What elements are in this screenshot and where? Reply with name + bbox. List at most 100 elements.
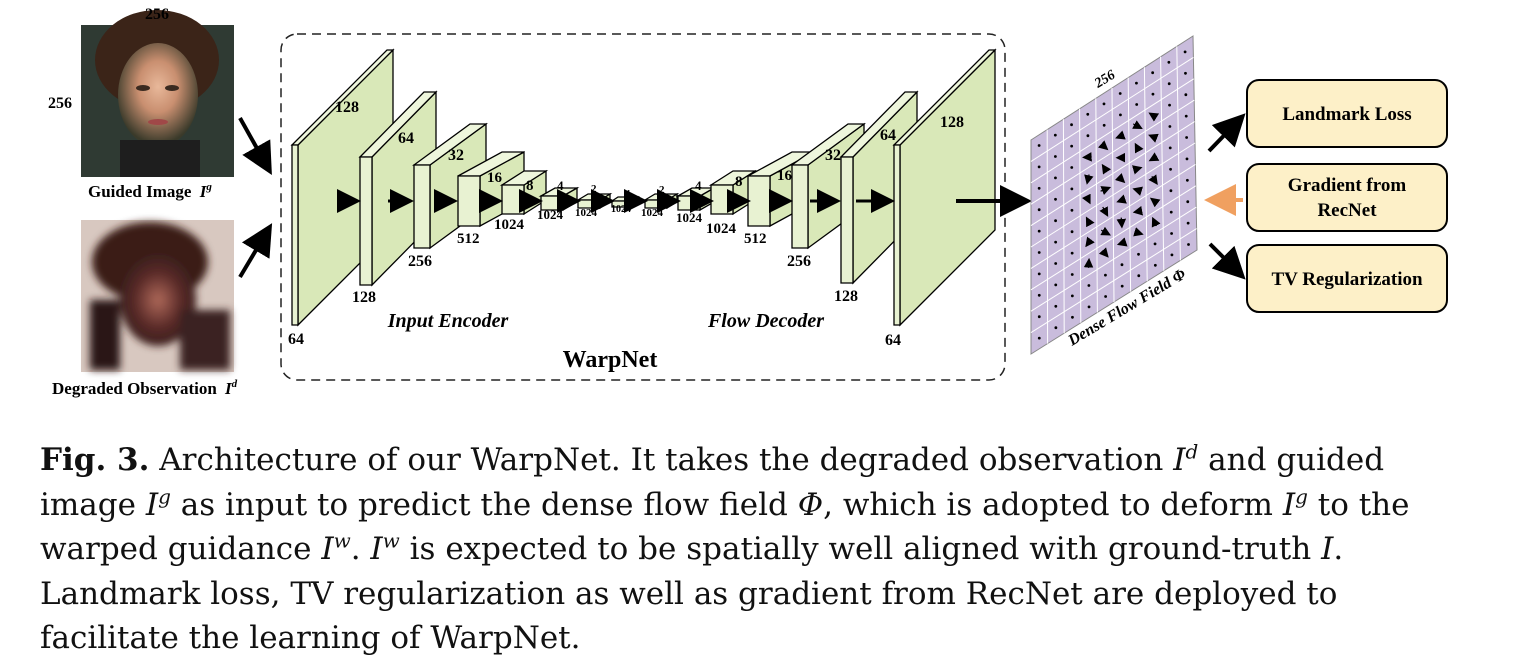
guided-size-left: 256	[48, 95, 72, 112]
flow-dot	[1038, 166, 1041, 169]
flow-dot	[1070, 123, 1073, 126]
flow-dot	[1070, 188, 1073, 191]
encoder-layer-channels-5: 1024	[537, 207, 564, 222]
decoder-layer-size-5: 64	[880, 127, 896, 144]
flow-dot	[1038, 315, 1041, 318]
encoder-layer-size-4: 8	[526, 178, 534, 194]
encoder-layer-channels-1: 128	[352, 289, 376, 306]
flow-dot	[1086, 113, 1089, 116]
gradient-label-line1: Gradient from	[1288, 175, 1407, 196]
flow-dot	[1038, 294, 1041, 297]
flow-dot	[1087, 284, 1090, 287]
encoder-layer-channels-2: 256	[408, 253, 432, 270]
degraded-input-arrow	[240, 230, 268, 277]
tv-regularization-label: TV Regularization	[1271, 269, 1423, 290]
flow-dot	[1054, 262, 1057, 265]
degraded-image-caption: Degraded Observation Id	[52, 378, 238, 398]
flow-dot	[1152, 93, 1155, 96]
flow-dot	[1054, 326, 1057, 329]
encoder-label: Input Encoder	[387, 310, 509, 332]
decoder-label: Flow Decoder	[707, 310, 824, 332]
flow-dot	[1154, 264, 1157, 267]
flow-dot	[1135, 82, 1138, 85]
decoder-layer-channels-6: 64	[885, 332, 901, 349]
tv-regularization-box: TV Regularization	[1247, 245, 1447, 312]
flow-dot	[1184, 51, 1187, 54]
flow-dot	[1038, 273, 1041, 276]
decoder-layer-channels-5: 128	[834, 288, 858, 305]
network-layers: 1286464128322561651281024410242102411024…	[288, 50, 995, 349]
flow-dot	[1185, 136, 1188, 139]
flow-dot	[1054, 219, 1057, 222]
flow-dot	[1038, 230, 1041, 233]
encoder-layer-size-7: 1	[626, 189, 631, 200]
warpnet-architecture-diagram: 256 256 Guided Image Ig Degraded Observa…	[0, 0, 1515, 420]
flow-dot	[1184, 72, 1187, 75]
decoder-layer-size-4: 32	[825, 147, 841, 164]
encoder-layer-size-6: 2	[591, 183, 597, 195]
degraded-image	[81, 220, 234, 372]
flow-dot	[1154, 243, 1157, 246]
flow-dot	[1071, 230, 1074, 233]
figure-label: Fig. 3.	[40, 442, 149, 478]
warpnet-title: WarpNet	[563, 347, 658, 373]
flow-dot	[1121, 285, 1124, 288]
flow-dot	[1151, 71, 1154, 74]
encoder-layer-channels-0: 64	[288, 331, 304, 348]
encoder-layer-size-0: 128	[335, 99, 359, 116]
decoder-layer-size-0: 2	[659, 184, 665, 196]
flow-dot	[1038, 144, 1041, 147]
flow-dot	[1054, 177, 1057, 180]
encoder-layer-size-1: 64	[398, 130, 414, 147]
flow-dot	[1171, 254, 1174, 257]
encoder-layer-size-3: 16	[487, 170, 503, 186]
figure-caption: Fig. 3. Architecture of our WarpNet. It …	[40, 438, 1470, 661]
flow-dot	[1186, 179, 1189, 182]
flow-dot	[1071, 295, 1074, 298]
flow-dot	[1087, 134, 1090, 137]
flow-dot	[1071, 209, 1074, 212]
decoder-layer-channels-3: 512	[744, 231, 767, 247]
guided-image	[81, 10, 234, 177]
flow-dot	[1168, 82, 1171, 85]
flow-vector	[1121, 218, 1122, 227]
flow-dot	[1038, 337, 1041, 340]
flow-dot	[1054, 134, 1057, 137]
encoder-layer-channels-3: 512	[457, 231, 480, 247]
decoder-layer-channels-0: 1024	[641, 207, 664, 219]
flow-dot	[1088, 306, 1091, 309]
gradient-recnet-box: Gradient from RecNet	[1247, 164, 1447, 231]
flow-dot	[1169, 147, 1172, 150]
flow-dot	[1167, 61, 1170, 64]
decoder-layer-size-2: 8	[735, 174, 743, 190]
flow-dot	[1170, 189, 1173, 192]
guided-size-top: 256	[145, 6, 169, 23]
flow-dot	[1119, 92, 1122, 95]
flow-dot	[1070, 145, 1073, 148]
flow-dot	[1103, 103, 1106, 106]
flow-dot	[1168, 104, 1171, 107]
tv-arrow	[1210, 244, 1240, 274]
flow-dot	[1071, 316, 1074, 319]
flow-dot	[1104, 274, 1107, 277]
gradient-label-line2: RecNet	[1317, 200, 1377, 221]
flow-dot	[1119, 114, 1122, 117]
encoder-layer-channels-6: 1024	[575, 207, 598, 219]
guided-image-caption: Guided Image Ig	[88, 181, 212, 201]
flow-dot	[1121, 263, 1124, 266]
landmark-loss-box: Landmark Loss	[1247, 80, 1447, 147]
flow-dot	[1104, 295, 1107, 298]
decoder-layer-size-1: 4	[695, 178, 702, 193]
flow-dot	[1186, 200, 1189, 203]
decoder-layer-size-3: 16	[777, 168, 793, 184]
flow-dot	[1137, 253, 1140, 256]
flow-dot	[1054, 305, 1057, 308]
flow-dot	[1186, 158, 1189, 161]
landmark-loss-label: Landmark Loss	[1282, 104, 1411, 125]
flow-dot	[1187, 243, 1190, 246]
flow-dot	[1054, 284, 1057, 287]
decoder-layer-channels-4: 256	[787, 253, 811, 270]
flow-dot	[1038, 251, 1041, 254]
encoder-layer-size-2: 32	[448, 147, 464, 164]
flow-dot	[1054, 198, 1057, 201]
